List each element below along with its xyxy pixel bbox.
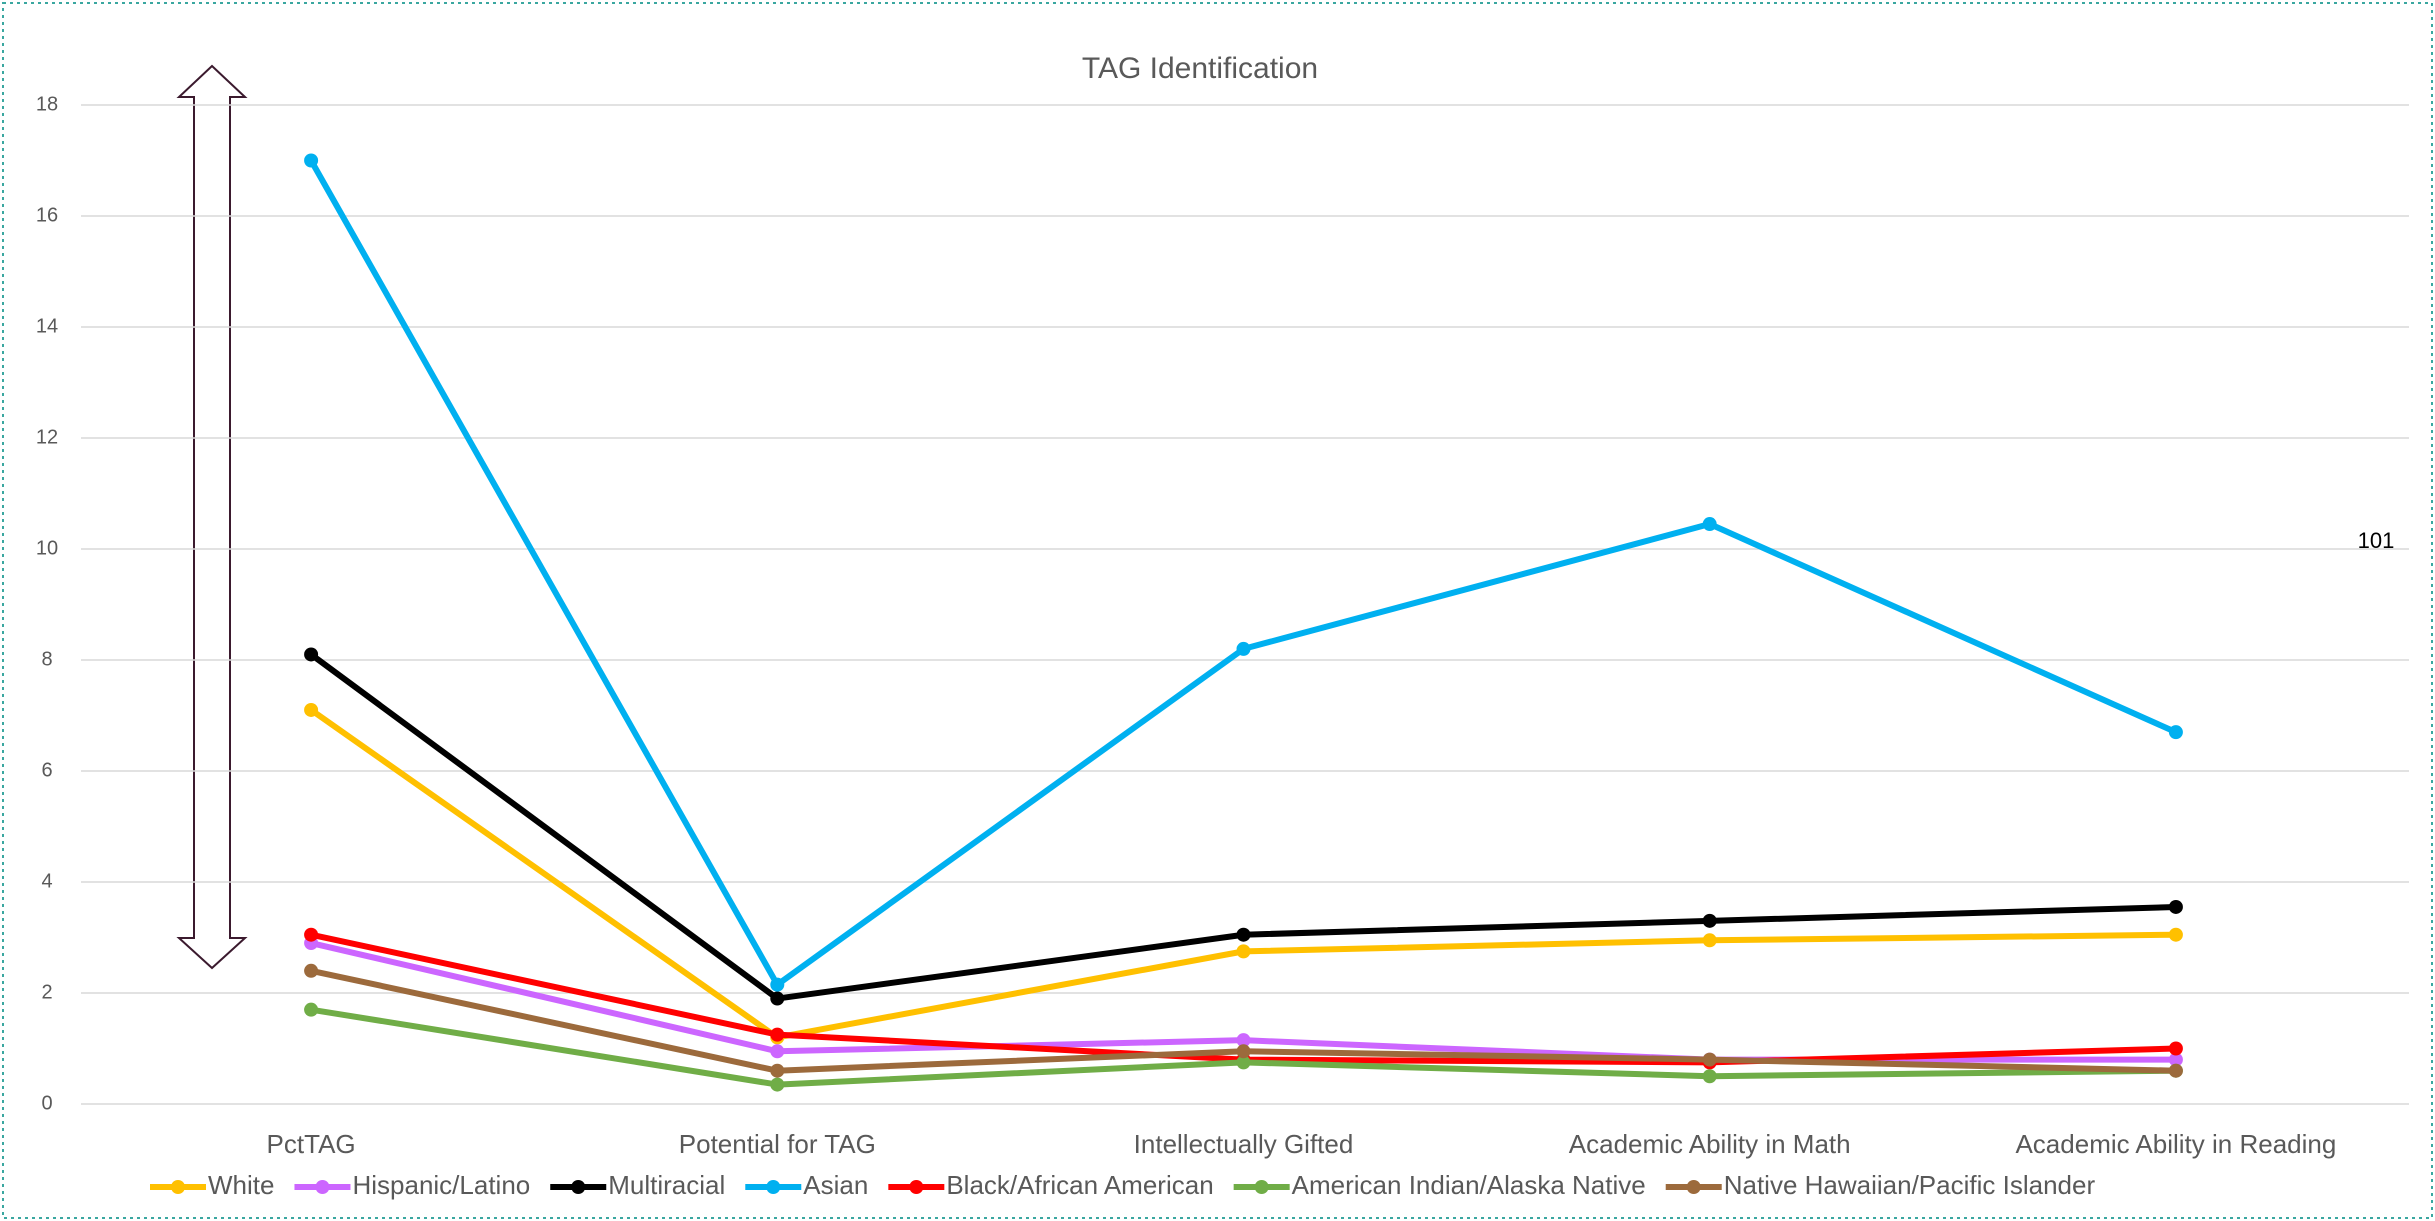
x-tick-label: Intellectually Gifted: [1134, 1129, 1354, 1159]
double-arrow: [176, 64, 248, 970]
legend-label: American Indian/Alaska Native: [1292, 1170, 1646, 1200]
point: [1702, 913, 1717, 928]
point: [1236, 1044, 1251, 1059]
x-tick-label: Academic Ability in Math: [1569, 1129, 1851, 1159]
legend-label: White: [208, 1170, 274, 1200]
point: [304, 153, 319, 168]
y-tick-label: 18: [36, 93, 58, 115]
y-tick-label: 10: [36, 537, 58, 559]
point: [770, 977, 785, 992]
grid: [81, 104, 2409, 1105]
point: [1236, 927, 1251, 942]
legend-marker: [571, 1180, 586, 1194]
point: [770, 1044, 785, 1059]
point: [2168, 1041, 2183, 1056]
legend-label: Native Hawaiian/Pacific Islander: [1724, 1170, 2096, 1200]
point: [304, 963, 319, 978]
point: [2168, 1063, 2183, 1078]
point: [304, 1002, 319, 1017]
legend-marker: [909, 1180, 924, 1194]
x-tick-label: PctTAG: [267, 1129, 356, 1159]
legend-marker: [171, 1180, 185, 1194]
point: [1702, 1052, 1717, 1067]
point: [1236, 1055, 1251, 1070]
chart-title: TAG Identification: [1082, 52, 1318, 85]
point: [770, 1077, 785, 1092]
legend-label: Black/African American: [946, 1170, 1213, 1200]
point: [2168, 1052, 2183, 1067]
point: [2168, 927, 2183, 942]
point: [1702, 517, 1717, 532]
y-tick-label: 8: [41, 648, 52, 670]
point: [1702, 1069, 1717, 1084]
point: [1236, 1033, 1251, 1048]
point: [770, 991, 785, 1006]
legend-label: Multiracial: [608, 1170, 725, 1200]
y-tick-label: 16: [36, 204, 58, 226]
legend-label: Asian: [803, 1170, 868, 1200]
legend-marker: [315, 1180, 330, 1194]
y-tick-label: 12: [36, 426, 58, 448]
point: [770, 1027, 785, 1042]
x-tick-label: Potential for TAG: [679, 1129, 876, 1159]
point: [304, 702, 319, 717]
point: [304, 647, 319, 662]
y-tick-label: 4: [41, 870, 52, 892]
x-tick-label: Academic Ability in Reading: [2015, 1129, 2336, 1159]
point: [1236, 641, 1251, 656]
series-line: [309, 707, 2176, 1041]
legend-marker: [766, 1180, 781, 1194]
legend-marker: [1686, 1180, 1701, 1194]
point: [1236, 944, 1251, 959]
y-tick-label: 0: [41, 1092, 52, 1114]
point: [2168, 899, 2183, 914]
legend-label: Hispanic/Latino: [352, 1170, 530, 1200]
y-tick-label: 14: [36, 315, 58, 337]
legend-marker: [1254, 1180, 1269, 1194]
y-tick-label: 2: [41, 981, 52, 1003]
y-tick-label: 6: [41, 759, 52, 781]
point: [770, 1063, 785, 1078]
point: [1702, 933, 1717, 948]
point: [2168, 725, 2183, 740]
point: [304, 927, 319, 942]
